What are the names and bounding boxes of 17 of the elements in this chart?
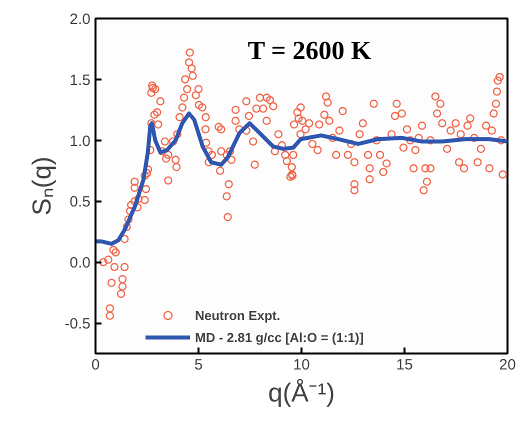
y-tick-label: -0.5 [64, 316, 91, 333]
line-series [96, 112, 508, 246]
x-tick-label: 10 [293, 356, 310, 374]
y-axis-title: Sₙ(q) [26, 156, 57, 216]
x-tick-label: 20 [499, 356, 516, 374]
y-tick-label: 0.0 [70, 254, 91, 272]
legend-label: MD - 2.81 g/cc [Al:O = (1:1)] [195, 330, 364, 344]
legend-label: Neutron Expt. [195, 308, 280, 322]
x-tick-label: 15 [396, 356, 413, 374]
annotation: T = 2600 K [248, 36, 372, 65]
y-tick-label: 1.5 [70, 72, 91, 89]
y-tick-label: 2.0 [70, 11, 91, 28]
y-tick-label: 1.0 [70, 132, 91, 150]
x-axis-title: q(Å⁻¹) [268, 378, 335, 408]
x-tick-label: 0 [91, 356, 100, 374]
y-tick-label: 0.5 [70, 194, 91, 211]
x-tick-label: 5 [194, 356, 203, 374]
